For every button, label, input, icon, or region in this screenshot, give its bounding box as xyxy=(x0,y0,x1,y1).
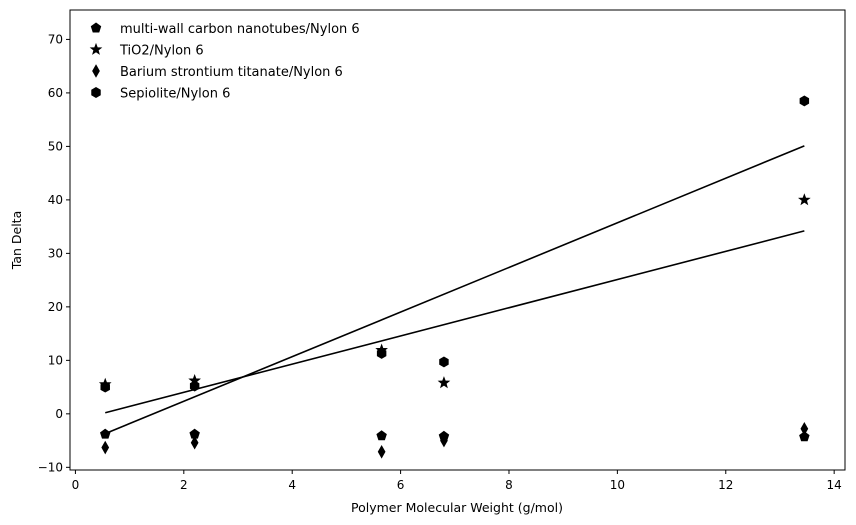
point-series-2 xyxy=(800,421,809,436)
point-series-0 xyxy=(99,428,111,439)
legend-label: Sepiolite/Nylon 6 xyxy=(120,87,230,102)
y-tick-label: 70 xyxy=(48,32,63,46)
point-series-1 xyxy=(437,376,451,389)
x-tick-label: 6 xyxy=(397,478,405,492)
legend-marker-pentagon xyxy=(90,22,102,33)
legend-marker-thin-diamond xyxy=(92,64,100,78)
x-axis-label: Polymer Molecular Weight (g/mol) xyxy=(351,500,563,515)
point-series-3 xyxy=(439,356,449,368)
x-tick-label: 10 xyxy=(610,478,625,492)
x-tick-label: 12 xyxy=(718,478,733,492)
plot-frame xyxy=(69,9,846,471)
point-series-3 xyxy=(376,347,387,359)
point-series-1 xyxy=(798,193,811,206)
fit-lines xyxy=(104,145,805,435)
fit-line xyxy=(105,230,805,414)
legend-label: TiO2/Nylon 6 xyxy=(119,44,204,59)
y-tick-label: 0 xyxy=(55,407,63,421)
x-tick-label: 2 xyxy=(180,478,188,492)
y-tick-label: 10 xyxy=(48,353,63,367)
legend-label: multi-wall carbon nanotubes/Nylon 6 xyxy=(120,22,360,37)
data-points xyxy=(98,95,811,459)
point-series-2 xyxy=(377,444,386,459)
x-tick-label: 8 xyxy=(505,478,513,492)
point-series-0 xyxy=(799,431,810,442)
point-series-2 xyxy=(101,440,110,455)
x-axis-ticks: 0 2 4 6 8 10 12 14 xyxy=(72,470,842,492)
point-series-3 xyxy=(799,95,810,107)
legend-marker-hexagon xyxy=(91,87,101,98)
y-axis-ticks: −10 0 10 20 30 40 50 60 70 xyxy=(38,32,70,474)
x-tick-label: 4 xyxy=(288,478,296,492)
legend-marker-star xyxy=(89,42,103,55)
y-tick-label: 30 xyxy=(48,246,63,260)
y-axis-label: Tan Delta xyxy=(9,211,24,270)
point-series-2 xyxy=(440,433,448,448)
point-series-3 xyxy=(189,380,200,392)
x-tick-label: 0 xyxy=(72,478,80,492)
legend: multi-wall carbon nanotubes/Nylon 6 TiO2/… xyxy=(89,22,360,102)
y-tick-label: 60 xyxy=(48,86,63,100)
y-tick-label: 50 xyxy=(48,139,63,153)
fit-line xyxy=(104,145,805,435)
point-series-2 xyxy=(190,435,199,450)
y-tick-label: 20 xyxy=(48,300,63,314)
y-tick-label: −10 xyxy=(38,460,63,474)
point-series-3 xyxy=(100,381,110,393)
x-tick-label: 14 xyxy=(827,478,842,492)
y-tick-label: 40 xyxy=(48,193,63,207)
legend-label: Barium strontium titanate/Nylon 6 xyxy=(120,65,343,80)
point-series-0 xyxy=(376,430,387,441)
